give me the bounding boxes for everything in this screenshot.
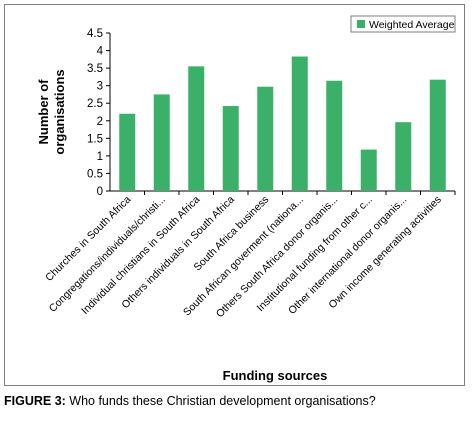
legend: Weighted Average (350, 15, 456, 33)
bar (395, 122, 412, 191)
x-axis-title: Funding sources (223, 368, 328, 383)
y-tick-label: 1 (97, 151, 103, 163)
y-tick-label: 0.5 (87, 168, 103, 180)
bar (188, 66, 205, 191)
y-tick-label: 3.5 (87, 63, 103, 75)
y-axis-ticks: 0 0.5 1 1.5 2 2.5 3 3.5 4 4.5 (87, 28, 110, 198)
bar (153, 94, 170, 191)
caption-label: FIGURE 3: (4, 394, 66, 408)
bar (326, 80, 343, 191)
y-tick-label: 4 (97, 46, 104, 58)
bar (360, 149, 377, 191)
chart-frame (4, 4, 465, 386)
y-tick-label: 2 (97, 116, 103, 128)
y-tick-label: 0 (97, 186, 103, 198)
bar (257, 86, 274, 191)
bar-chart: Weighted Average Number oforganisations … (36, 15, 456, 383)
y-tick-label: 1.5 (87, 133, 103, 145)
bar (291, 56, 308, 191)
y-tick-label: 4.5 (87, 28, 103, 40)
figure-caption: FIGURE 3: Who funds these Christian deve… (4, 394, 469, 408)
bar (222, 106, 239, 191)
bars (119, 56, 446, 191)
legend-label: Weighted Average (369, 19, 455, 31)
x-axis-tick-labels: Churches in South AfricaCongregations/in… (43, 194, 444, 321)
y-axis-title: Number oforganisations (36, 69, 67, 154)
bar (429, 79, 446, 191)
y-tick-label: 3 (97, 81, 103, 93)
bar (119, 113, 136, 191)
legend-swatch (357, 20, 365, 28)
y-tick-label: 2.5 (87, 98, 103, 110)
caption-text: Who funds these Christian development or… (65, 394, 376, 408)
